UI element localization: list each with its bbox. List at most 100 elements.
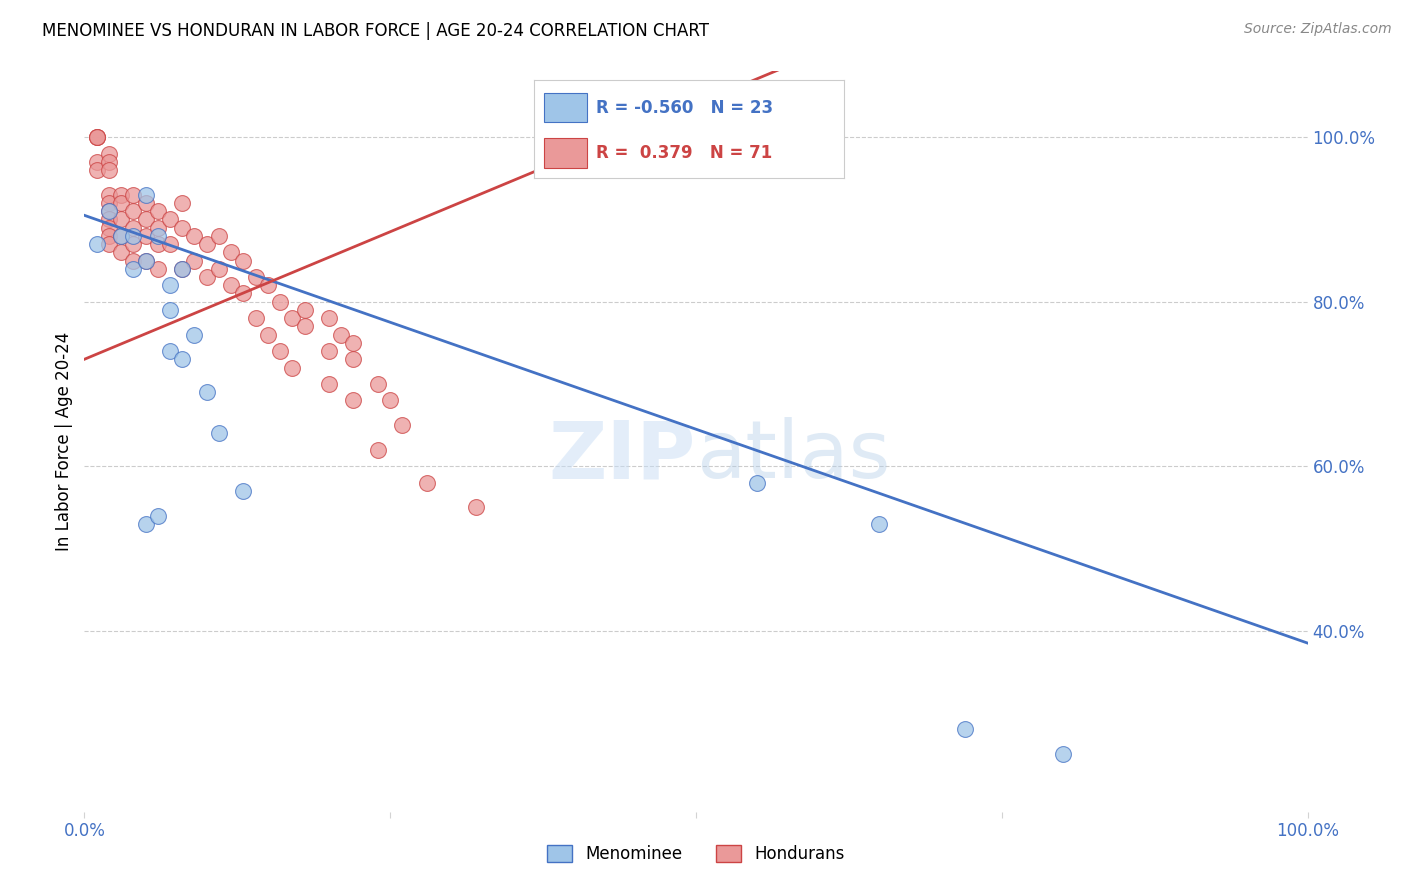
Point xyxy=(97,187,120,202)
Point xyxy=(97,204,120,219)
Point xyxy=(172,261,194,276)
Point xyxy=(122,261,145,276)
Point xyxy=(146,508,169,523)
Point xyxy=(159,344,181,359)
FancyBboxPatch shape xyxy=(544,138,586,168)
Point xyxy=(195,385,218,400)
Point xyxy=(159,212,181,227)
Point xyxy=(159,302,181,317)
Point xyxy=(953,723,976,737)
Point xyxy=(97,163,120,178)
Point xyxy=(281,311,304,326)
Point xyxy=(391,418,413,433)
Point xyxy=(219,278,242,293)
Point xyxy=(281,360,304,375)
Point xyxy=(208,228,231,243)
Point xyxy=(97,237,120,252)
Point xyxy=(122,204,145,219)
Point xyxy=(330,327,353,342)
Point xyxy=(122,253,145,268)
Point xyxy=(122,187,145,202)
Point xyxy=(122,237,145,252)
Point xyxy=(380,393,402,408)
Point xyxy=(86,163,108,178)
Point xyxy=(97,154,120,169)
Point xyxy=(245,270,267,285)
Point xyxy=(86,130,108,145)
Point xyxy=(269,294,291,309)
Point xyxy=(219,245,242,260)
Point xyxy=(464,500,486,515)
Point xyxy=(367,442,389,457)
Point xyxy=(97,212,120,227)
Point xyxy=(110,196,132,211)
Text: Source: ZipAtlas.com: Source: ZipAtlas.com xyxy=(1244,22,1392,37)
Point xyxy=(97,204,120,219)
Point xyxy=(135,253,157,268)
Point xyxy=(97,146,120,161)
Point xyxy=(122,220,145,235)
Text: R = -0.560   N = 23: R = -0.560 N = 23 xyxy=(596,99,773,117)
Point xyxy=(869,516,891,531)
Legend: Menominee, Hondurans: Menominee, Hondurans xyxy=(540,838,852,870)
Point xyxy=(208,426,231,441)
Point xyxy=(86,154,108,169)
Point xyxy=(86,130,108,145)
Point xyxy=(146,237,169,252)
Point xyxy=(146,204,169,219)
Point xyxy=(172,196,194,211)
Point xyxy=(135,516,157,531)
Point xyxy=(208,261,231,276)
Point xyxy=(97,196,120,211)
Point xyxy=(318,311,340,326)
Point xyxy=(367,376,389,391)
Point xyxy=(97,220,120,235)
Point xyxy=(195,270,218,285)
Point xyxy=(135,212,157,227)
Point xyxy=(342,352,364,367)
Point xyxy=(342,393,364,408)
Point xyxy=(146,228,169,243)
Point xyxy=(110,212,132,227)
Point xyxy=(159,278,181,293)
Point xyxy=(159,237,181,252)
Text: MENOMINEE VS HONDURAN IN LABOR FORCE | AGE 20-24 CORRELATION CHART: MENOMINEE VS HONDURAN IN LABOR FORCE | A… xyxy=(42,22,709,40)
Point xyxy=(195,237,218,252)
Point xyxy=(183,253,205,268)
Text: atlas: atlas xyxy=(696,417,890,495)
Point xyxy=(135,187,157,202)
Point xyxy=(110,228,132,243)
Point xyxy=(257,327,280,342)
Point xyxy=(1052,747,1074,761)
Point xyxy=(172,352,194,367)
Point xyxy=(110,187,132,202)
Point xyxy=(245,311,267,326)
Point xyxy=(342,335,364,350)
Point xyxy=(269,344,291,359)
Point xyxy=(232,483,254,498)
Point xyxy=(416,475,439,490)
Y-axis label: In Labor Force | Age 20-24: In Labor Force | Age 20-24 xyxy=(55,332,73,551)
Point xyxy=(146,220,169,235)
Point xyxy=(183,228,205,243)
Point xyxy=(747,475,769,490)
FancyBboxPatch shape xyxy=(544,93,586,122)
Text: ZIP: ZIP xyxy=(548,417,696,495)
Point xyxy=(318,344,340,359)
Point xyxy=(110,228,132,243)
Point xyxy=(257,278,280,293)
Point xyxy=(122,228,145,243)
Point xyxy=(135,228,157,243)
Point xyxy=(183,327,205,342)
Point xyxy=(86,237,108,252)
Point xyxy=(294,302,316,317)
Point xyxy=(86,130,108,145)
Point xyxy=(135,196,157,211)
Point xyxy=(232,286,254,301)
Point xyxy=(135,253,157,268)
Point xyxy=(97,228,120,243)
Point xyxy=(172,261,194,276)
Point xyxy=(110,245,132,260)
Point xyxy=(232,253,254,268)
Point xyxy=(146,261,169,276)
